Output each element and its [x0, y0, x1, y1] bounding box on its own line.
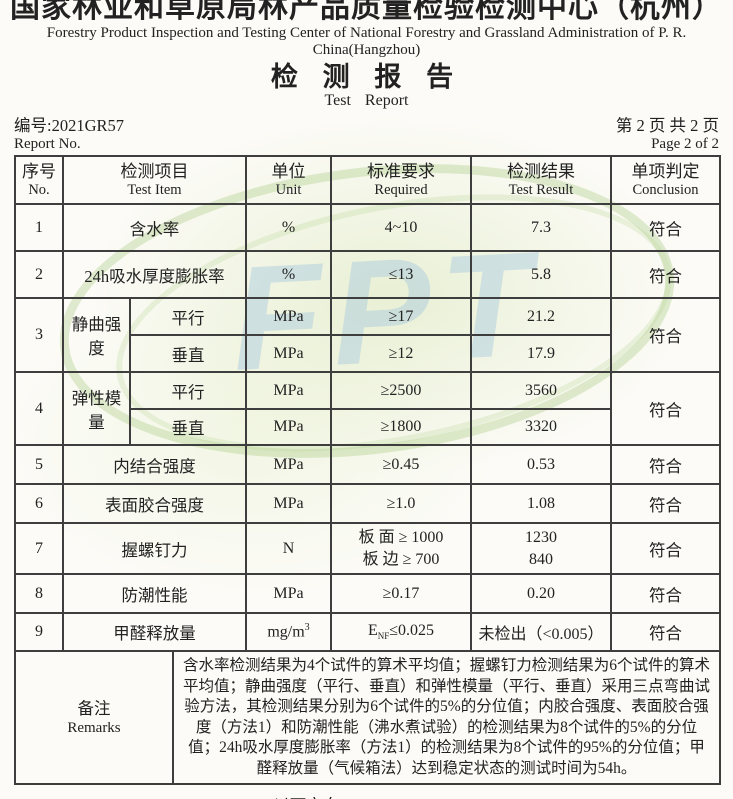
- column-header-conclusion: 单项判定 Conclusion: [610, 155, 721, 205]
- cell-item: 甲醛释放量: [62, 612, 247, 652]
- cell-required: ≥17: [330, 297, 472, 336]
- cell-item: 静曲强度: [62, 297, 131, 373]
- cell-conclusion: 符合: [610, 371, 721, 446]
- cell-unit: %: [245, 250, 332, 299]
- cell-unit: N: [245, 522, 332, 575]
- cell-conclusion: 符合: [610, 444, 721, 485]
- cell-result: 1230 840: [470, 522, 612, 575]
- cell-result: 7.3: [470, 203, 612, 252]
- cell-no: 9: [14, 612, 64, 652]
- table-row: 5 内结合强度 MPa ≥0.45 0.53 符合: [14, 444, 721, 485]
- cell-required: ≤13: [330, 250, 472, 299]
- cell-conclusion: 符合: [610, 612, 721, 652]
- column-header-item: 检测项目 Test Item: [62, 155, 247, 205]
- org-title-cn: 国家林业和草原局林产品质量检验检测中心（杭州）: [10, 0, 723, 24]
- table-header-row: 序号 No. 检测项目 Test Item 单位 Unit 标准要求 Requi…: [14, 155, 721, 205]
- cell-unit: mg/m3: [245, 612, 332, 652]
- table-row: 1 含水率 % 4~10 7.3 符合: [14, 203, 721, 252]
- cell-required: ≥0.17: [330, 573, 472, 614]
- table-row: 9 甲醛释放量 mg/m3 ENF≤0.025 未检出（<0.005） 符合: [14, 612, 721, 652]
- column-header-result: 检测结果 Test Result: [470, 155, 612, 205]
- remarks-section: 备注 Remarks 含水率检测结果为4个试件的算术平均值；握螺钉力检测结果为6…: [14, 650, 721, 785]
- cell-item: 含水率: [62, 203, 247, 252]
- cell-unit: %: [245, 203, 332, 252]
- cell-unit: MPa: [245, 297, 332, 336]
- cell-result: 0.20: [470, 573, 612, 614]
- cell-no: 1: [14, 203, 64, 252]
- cell-result: 3560: [470, 371, 612, 410]
- cell-result: 1.08: [470, 483, 612, 524]
- cell-conclusion: 符合: [610, 573, 721, 614]
- org-title-en: Forestry Product Inspection and Testing …: [46, 25, 687, 58]
- page-number: 第 2 页 共 2 页 Page 2 of 2: [616, 116, 719, 153]
- cell-item: 防潮性能: [62, 573, 247, 614]
- report-number: 编号:2021GR57 Report No.: [14, 116, 124, 153]
- cell-required: 4~10: [330, 203, 472, 252]
- remarks-row: 备注 Remarks 含水率检测结果为4个试件的算术平均值；握螺钉力检测结果为6…: [14, 650, 721, 785]
- cell-result: 21.2: [470, 297, 612, 336]
- cell-item: 表面胶合强度: [62, 483, 247, 524]
- table-row: 4 弹性模量 平行 MPa ≥2500 3560 符合: [14, 371, 721, 446]
- page-number-cn: 第 2 页 共 2 页: [615, 116, 719, 135]
- cell-unit: MPa: [245, 573, 332, 614]
- cell-direction: 垂直: [129, 334, 247, 373]
- cell-unit: MPa: [245, 444, 332, 485]
- remarks-label: 备注 Remarks: [14, 650, 174, 785]
- table-row: 7 握螺钉力 N 板 面 ≥ 1000 板 边 ≥ 700 1230 840 符…: [14, 522, 721, 575]
- cell-direction: 平行: [129, 297, 247, 336]
- report-number-cn: 编号:2021GR57: [14, 116, 125, 135]
- cell-conclusion: 符合: [610, 522, 721, 575]
- column-header-required: 标准要求 Required: [330, 155, 472, 205]
- cell-conclusion: 符合: [610, 203, 721, 252]
- cell-direction: 平行: [129, 371, 247, 410]
- cell-no: 7: [14, 522, 64, 575]
- cell-result: 5.8: [470, 250, 612, 299]
- cell-required: ≥1800: [330, 408, 472, 446]
- cell-no: 2: [14, 250, 64, 299]
- cell-no: 6: [14, 483, 64, 524]
- cell-no: 3: [14, 297, 64, 373]
- cell-item: 握螺钉力: [62, 522, 247, 575]
- report-finalized-note: 以下空白 Report Finalized: [0, 792, 733, 799]
- cell-no: 5: [14, 444, 64, 485]
- report-title-cn: 检 测 报 告: [270, 62, 463, 92]
- cell-required: ≥1.0: [330, 483, 472, 524]
- table-row: 2 24h吸水厚度膨胀率 % ≤13 5.8 符合: [14, 250, 721, 299]
- cell-required: 板 面 ≥ 1000 板 边 ≥ 700: [330, 522, 472, 575]
- cell-unit: MPa: [245, 408, 332, 446]
- cell-result: 未检出（<0.005）: [470, 612, 612, 652]
- test-results-table: 序号 No. 检测项目 Test Item 单位 Unit 标准要求 Requi…: [14, 155, 721, 652]
- cell-direction: 垂直: [129, 408, 247, 446]
- column-header-no: 序号 No.: [14, 155, 64, 205]
- cell-item: 24h吸水厚度膨胀率: [62, 250, 247, 299]
- cell-conclusion: 符合: [610, 297, 721, 373]
- cell-unit: MPa: [245, 483, 332, 524]
- cell-no: 4: [14, 371, 64, 446]
- remarks-text: 含水率检测结果为4个试件的算术平均值；握螺钉力检测结果为6个试件的算术平均值；静…: [172, 650, 721, 785]
- report-number-en: Report No.: [14, 136, 81, 152]
- cell-unit: MPa: [245, 371, 332, 410]
- cell-item: 弹性模量: [62, 371, 131, 446]
- cell-required: ≥2500: [330, 371, 472, 410]
- cell-required: ≥0.45: [330, 444, 472, 485]
- cell-result: 0.53: [470, 444, 612, 485]
- report-title-en: Test Report: [324, 92, 409, 109]
- table-row: 8 防潮性能 MPa ≥0.17 0.20 符合: [14, 573, 721, 614]
- cell-conclusion: 符合: [610, 250, 721, 299]
- column-header-unit: 单位 Unit: [245, 155, 332, 205]
- table-row: 6 表面胶合强度 MPa ≥1.0 1.08 符合: [14, 483, 721, 524]
- cell-required: ENF≤0.025: [330, 612, 472, 652]
- cell-conclusion: 符合: [610, 483, 721, 524]
- cell-result: 3320: [470, 408, 612, 446]
- page-number-en: Page 2 of 2: [651, 136, 719, 152]
- table-row: 3 静曲强度 平行 MPa ≥17 21.2 符合: [14, 297, 721, 373]
- cell-no: 8: [14, 573, 64, 614]
- cell-result: 17.9: [470, 334, 612, 373]
- cell-unit: MPa: [245, 334, 332, 373]
- cell-item: 内结合强度: [62, 444, 247, 485]
- cell-required: ≥12: [330, 334, 472, 373]
- report-meta: 编号:2021GR57 Report No. 第 2 页 共 2 页 Page …: [0, 116, 733, 153]
